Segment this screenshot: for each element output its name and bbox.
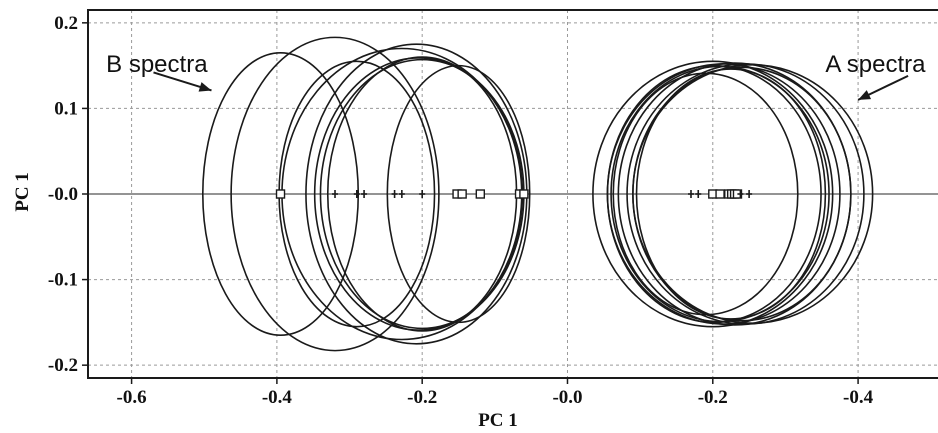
x-tick-label: -0.6	[117, 387, 147, 408]
score-point-plus-a	[695, 190, 702, 198]
a-spectra-arrowhead	[858, 90, 872, 100]
x-tick-label: -0.2	[407, 387, 437, 408]
score-point-plus-b	[332, 190, 339, 198]
confidence-ellipse-a	[610, 65, 830, 323]
score-point-plus-b	[361, 190, 368, 198]
x-axis-title: PC 1	[478, 410, 518, 431]
confidence-ellipse-a	[635, 68, 827, 320]
score-point-plus-a	[687, 190, 694, 198]
confidence-ellipse-a	[632, 66, 852, 322]
y-axis-title: PC 1	[12, 172, 33, 212]
y-tick-label: -0.0	[48, 184, 78, 205]
confidence-ellipse-b	[386, 64, 531, 324]
confidence-ellipse-a	[592, 60, 834, 328]
y-tick-label: 0.2	[54, 13, 78, 34]
score-point-square-b	[475, 189, 486, 199]
confidence-ellipse-a	[606, 64, 822, 324]
x-tick-label: -0.2	[698, 387, 728, 408]
x-tick-layer: -0.6 -0.4 -0.2 -0.0 -0.2 -0.4	[117, 378, 874, 408]
score-point-plus-b	[353, 190, 360, 198]
y-tick-label: -0.1	[48, 270, 78, 291]
point-layer	[275, 189, 753, 199]
b-spectra-arrowhead	[198, 82, 212, 92]
x-tick-label: -0.0	[552, 387, 582, 408]
score-point-plus-b	[391, 190, 398, 198]
y-tick-label: 0.1	[54, 98, 78, 119]
a-spectra-label: A spectra	[825, 51, 926, 78]
x-tick-label: -0.4	[843, 387, 874, 408]
y-tick-label: -0.2	[48, 355, 78, 376]
score-point-plus-b	[419, 190, 426, 198]
score-point-square-b	[275, 189, 286, 199]
score-point-plus-a	[737, 190, 744, 198]
score-point-square-a	[715, 189, 725, 199]
score-point-square-b	[519, 189, 529, 199]
score-point-plus-a	[746, 190, 753, 198]
confidence-ellipse-b	[230, 36, 440, 352]
score-point-plus-b	[398, 190, 405, 198]
annotation-layer: B spectra A spectra	[106, 51, 926, 101]
confidence-ellipse-a	[626, 63, 865, 325]
x-tick-label: -0.4	[262, 387, 293, 408]
y-tick-layer: 0.2 0.1 -0.0 -0.1 -0.2	[48, 13, 88, 376]
score-point-square-b	[457, 189, 467, 199]
